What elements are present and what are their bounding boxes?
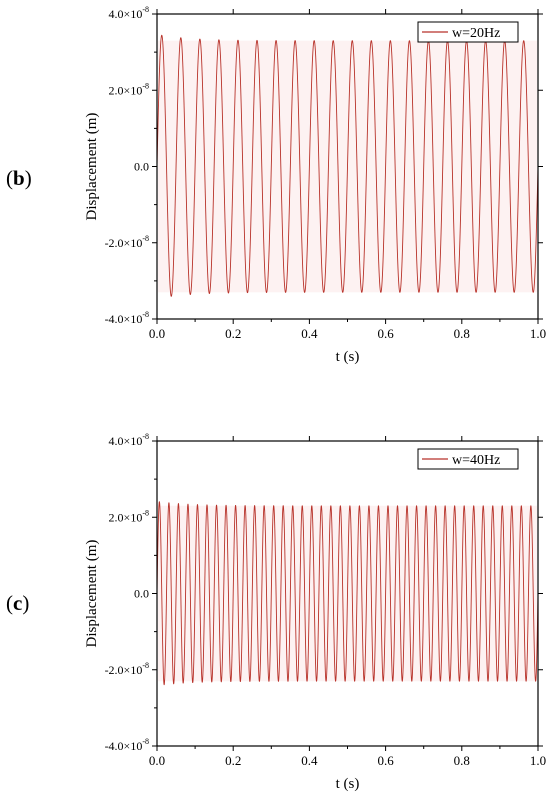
legend-label: w=20Hz (452, 26, 500, 41)
y-axis-title: Displacement (m) (84, 113, 100, 221)
chart-c: 0.0 0.2 0.4 0.6 0.8 1.0 4.0×10-8 2.0×10-8 0.0 -2.… (84, 432, 546, 792)
x-tick-label: 0.4 (301, 326, 318, 341)
panel-label-b: (b) (6, 166, 32, 190)
y-tick-label: 2.0×10-8 (109, 508, 149, 524)
legend-label: w=40Hz (452, 453, 500, 468)
y-axis-title: Displacement (m) (84, 540, 100, 648)
panel-label-c: (c) (6, 591, 30, 615)
x-tick-label: 1.0 (530, 326, 546, 341)
legend-box (417, 448, 519, 470)
x-tick-label: 1.0 (530, 753, 546, 768)
y-tick-label: 0.0 (134, 160, 149, 174)
y-tick-label: -2.0×10-8 (105, 661, 149, 677)
y-tick-label: 0.0 (134, 587, 149, 601)
series-line-w=20Hz (156, 34, 539, 297)
x-axis-title: t (s) (336, 776, 360, 792)
legend-box (417, 21, 519, 43)
y-tick-label: 4.0×10-8 (109, 432, 149, 448)
x-tick-label: 0.4 (301, 753, 318, 768)
x-tick-label: 0.8 (454, 753, 470, 768)
x-tick-label: 0.0 (149, 753, 165, 768)
y-tick-label: -4.0×10-8 (105, 737, 149, 753)
y-tick-label: 2.0×10-8 (109, 81, 149, 97)
x-tick-label: 0.6 (377, 753, 394, 768)
x-tick-label: 0.8 (454, 326, 470, 341)
series-line-w=40Hz (156, 501, 539, 686)
x-tick-label: 0.6 (377, 326, 394, 341)
x-tick-label: 0.0 (149, 326, 165, 341)
y-tick-label: -4.0×10-8 (105, 310, 149, 326)
x-tick-label: 0.2 (225, 753, 241, 768)
x-tick-label: 0.2 (225, 326, 241, 341)
y-tick-label: 4.0×10-8 (109, 5, 149, 21)
y-tick-label: -2.0×10-8 (105, 234, 149, 250)
x-axis-title: t (s) (336, 349, 360, 365)
chart-b: 0.0 0.2 0.4 0.6 0.8 1.0 4.0×10-8 2.0×10-8 0.0 -2.… (84, 5, 546, 365)
